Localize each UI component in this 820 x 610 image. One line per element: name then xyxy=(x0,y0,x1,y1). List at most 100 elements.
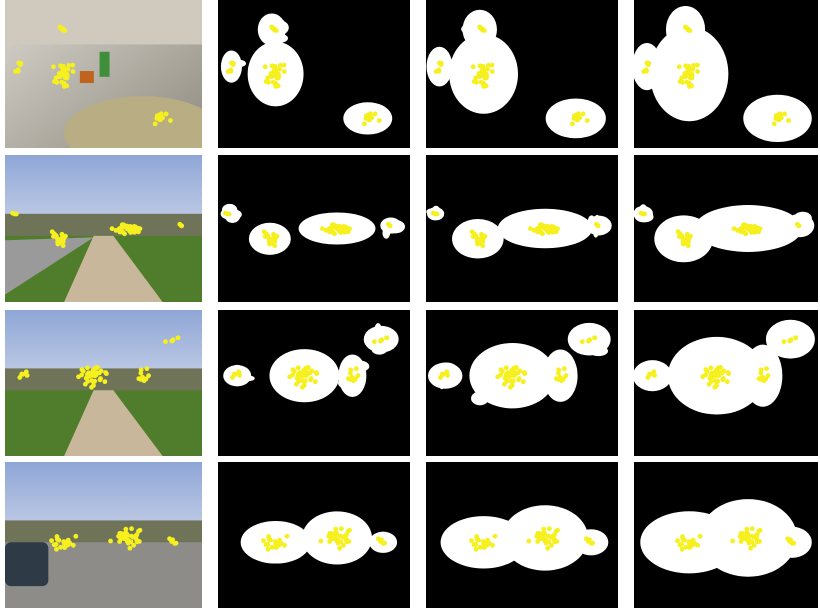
fixation-point xyxy=(51,64,56,70)
fixation-point xyxy=(546,526,552,532)
fixation-point xyxy=(309,368,315,374)
fixation-point xyxy=(59,71,65,77)
fixation-point xyxy=(706,381,712,387)
fixation-point xyxy=(743,231,749,237)
panel xyxy=(218,0,410,148)
fixation-point xyxy=(764,366,769,372)
fixation-point xyxy=(483,83,489,89)
fixation-point xyxy=(384,335,389,341)
fixation-point xyxy=(677,233,683,239)
fixation-point xyxy=(480,539,486,545)
fixation-point xyxy=(163,339,168,345)
path xyxy=(64,390,163,456)
fixation-point xyxy=(64,74,69,80)
fixation-point xyxy=(269,25,275,31)
fixation-point xyxy=(109,226,115,232)
fixation-point xyxy=(312,379,318,385)
fixation-point xyxy=(269,544,275,550)
fixation-point xyxy=(584,118,590,123)
fixation-point xyxy=(263,233,269,239)
fixation-point xyxy=(333,526,339,532)
mask-blob xyxy=(791,339,807,347)
fixation-point xyxy=(707,375,713,381)
panel xyxy=(5,0,202,148)
fixation-point xyxy=(516,377,521,383)
fixation-point xyxy=(49,538,54,544)
fixation-point xyxy=(335,226,341,232)
fixation-point xyxy=(695,69,700,74)
fixation-point xyxy=(335,540,341,546)
fixation-point xyxy=(694,62,700,68)
fixation-point xyxy=(60,243,66,249)
path xyxy=(64,235,163,302)
fixation-point xyxy=(159,113,164,119)
mask-blob xyxy=(556,378,566,394)
fixation-point xyxy=(731,226,737,232)
fixation-point xyxy=(272,243,278,249)
panel xyxy=(634,0,818,148)
fixation-point xyxy=(471,233,477,239)
fixation-point xyxy=(686,539,692,545)
fixation-point xyxy=(748,545,754,551)
fixation-point xyxy=(98,368,104,374)
fixation-point xyxy=(502,375,508,381)
fixation-point xyxy=(61,65,67,71)
fixation-point xyxy=(136,229,141,235)
mask-blob xyxy=(453,69,473,77)
fixation-point xyxy=(716,372,722,378)
fixation-point xyxy=(73,533,79,539)
fixation-point xyxy=(444,369,450,375)
fixation-point xyxy=(24,373,30,378)
fixation-point xyxy=(785,536,791,542)
fixation-point xyxy=(651,369,657,375)
fixation-point xyxy=(18,60,24,66)
fixation-point xyxy=(580,111,586,117)
fixation-point xyxy=(721,368,727,374)
fixation-point xyxy=(122,231,127,237)
fixation-point xyxy=(61,539,67,545)
fixation-point xyxy=(273,28,279,33)
fixation-point xyxy=(477,25,483,31)
fixation-point xyxy=(479,231,484,237)
car xyxy=(5,542,49,587)
fixation-point xyxy=(485,66,490,72)
fixation-point xyxy=(58,544,64,550)
fixation-point xyxy=(132,225,138,231)
fixation-point xyxy=(66,542,71,547)
fixation-point xyxy=(62,28,68,33)
fixation-point xyxy=(163,111,169,117)
fixation-point xyxy=(550,225,556,231)
fixation-point xyxy=(760,374,765,380)
mask-blob xyxy=(284,60,299,77)
fixation-point xyxy=(492,533,498,539)
fixation-point xyxy=(489,69,495,74)
mask-blob xyxy=(254,51,276,68)
panel xyxy=(426,155,618,302)
fixation-point xyxy=(342,225,348,231)
mask-blob xyxy=(317,540,328,556)
fixation-point xyxy=(561,366,567,372)
fixation-point xyxy=(290,372,296,378)
fixation-point xyxy=(117,226,122,231)
fixation-point xyxy=(372,111,378,117)
fixation-point xyxy=(445,373,450,378)
panel xyxy=(426,310,618,456)
fixation-point xyxy=(49,229,55,235)
fixation-point xyxy=(154,113,160,119)
fixation-point xyxy=(756,229,762,235)
fixation-point xyxy=(89,378,95,384)
mask-blob xyxy=(668,67,687,78)
fixation-point xyxy=(543,540,549,546)
panel xyxy=(426,0,618,148)
fixation-point xyxy=(683,544,689,550)
fixation-point xyxy=(551,537,557,543)
sink xyxy=(64,96,202,148)
mask-blob xyxy=(351,360,370,372)
fixation-point xyxy=(676,64,682,70)
fixation-point xyxy=(689,83,695,89)
fixation-point xyxy=(271,71,276,77)
fixation-point xyxy=(277,66,282,72)
fixation-point xyxy=(237,373,242,378)
fixation-point xyxy=(271,231,276,237)
fixation-point xyxy=(473,546,479,552)
